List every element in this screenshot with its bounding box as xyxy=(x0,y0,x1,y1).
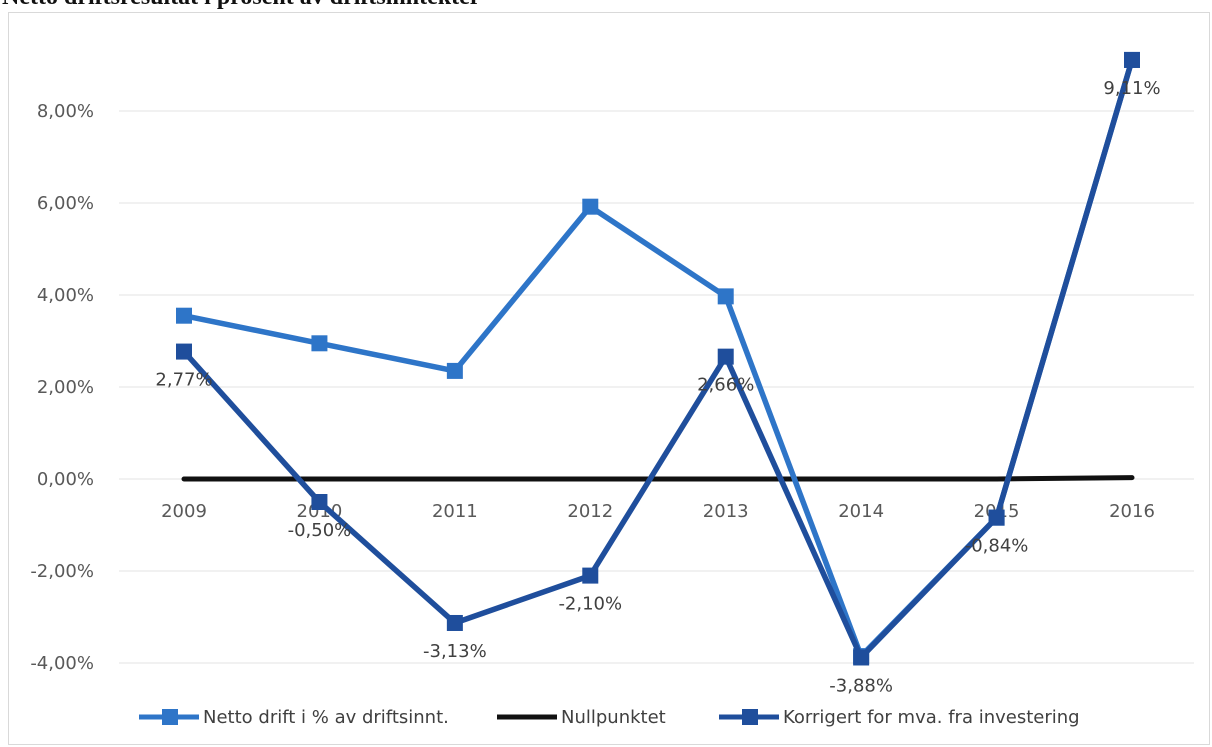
data-point xyxy=(582,198,599,215)
y-tick-label: 8,00% xyxy=(37,101,94,122)
data-point xyxy=(311,494,328,510)
data-label: -2,10% xyxy=(558,594,622,615)
y-tick-label: -4,00% xyxy=(30,653,94,674)
data-labels: 2,77% -0,50% -3,13% -2,10% 2,66% -3,88% -0,84%… xyxy=(155,78,1160,697)
x-tick-label: 2013 xyxy=(703,501,749,522)
x-tick-label: 2009 xyxy=(161,501,207,522)
legend-label: Netto drift i % av driftsinnt. xyxy=(203,707,449,728)
chart-title: Netto driftsresultat i prosent av drifts… xyxy=(2,0,480,11)
series-line xyxy=(181,475,1135,482)
data-label: -0,84% xyxy=(965,536,1029,557)
data-point xyxy=(311,335,328,352)
x-tick-label: 2014 xyxy=(838,501,884,522)
legend-swatch-marker xyxy=(742,709,758,725)
data-point xyxy=(717,348,734,365)
x-tick-label: 2011 xyxy=(432,501,478,522)
data-point xyxy=(853,649,870,666)
data-label: 9,11% xyxy=(1103,78,1160,99)
data-point xyxy=(717,288,734,305)
y-tick-label: 4,00% xyxy=(37,285,94,306)
x-tick-label: 2016 xyxy=(1109,501,1155,522)
line-chart: -4,00% -2,00% 0,00% 2,00% 4,00% 6,00% 8,00% 20… xyxy=(30,51,1194,728)
series-line xyxy=(181,57,1135,661)
y-axis: -4,00% -2,00% 0,00% 2,00% 4,00% 6,00% 8,00% xyxy=(30,101,94,674)
legend: Netto drift i % av driftsinnt. Nullpunkte… xyxy=(139,707,1080,728)
x-axis: 20092010201120122013201420152016 xyxy=(161,501,1155,522)
data-label: -0,50% xyxy=(288,520,352,541)
data-point xyxy=(446,362,463,379)
x-tick-label: 2012 xyxy=(567,501,613,522)
data-label: 2,77% xyxy=(155,370,212,391)
data-point xyxy=(176,343,192,360)
legend-label: Nullpunktet xyxy=(561,707,666,728)
data-point xyxy=(446,614,463,631)
y-tick-label: -2,00% xyxy=(30,561,94,582)
data-label: 2,66% xyxy=(697,375,754,396)
data-label: -3,13% xyxy=(423,641,487,662)
legend-swatch-marker xyxy=(162,709,178,725)
data-point xyxy=(988,509,1005,526)
series-layer xyxy=(176,51,1140,666)
data-point xyxy=(1124,51,1140,68)
chart-frame: -4,00% -2,00% 0,00% 2,00% 4,00% 6,00% 8,00% 20… xyxy=(8,12,1210,745)
series-line xyxy=(181,57,1135,659)
y-tick-label: 0,00% xyxy=(37,469,94,490)
x-tick-label: 2010 xyxy=(297,501,343,522)
y-tick-label: 6,00% xyxy=(37,193,94,214)
legend-label: Korrigert for mva. fra investering xyxy=(783,707,1080,728)
y-tick-label: 2,00% xyxy=(37,377,94,398)
data-point xyxy=(176,307,192,324)
data-label: -3,88% xyxy=(829,675,893,696)
data-point xyxy=(582,567,599,584)
